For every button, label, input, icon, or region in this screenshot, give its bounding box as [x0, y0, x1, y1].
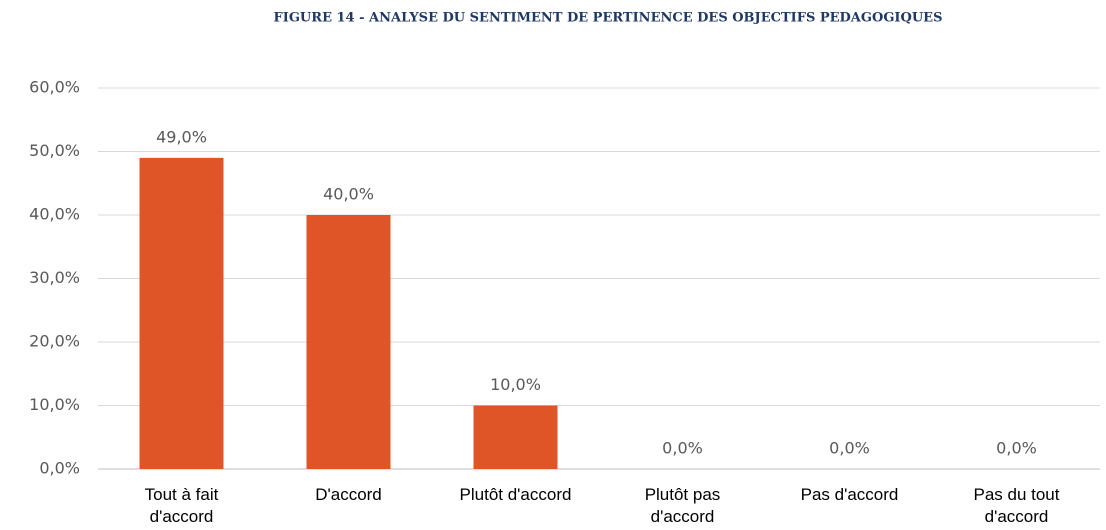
data-label: 40,0%: [323, 185, 374, 204]
bar: [306, 215, 391, 469]
y-tick-label: 50,0%: [29, 141, 80, 160]
y-tick-label: 40,0%: [29, 205, 80, 224]
x-tick-label: Pas du tout d'accord: [973, 485, 1060, 526]
data-label: 10,0%: [490, 375, 541, 394]
y-tick-label: 60,0%: [29, 78, 80, 97]
y-tick-label: 0,0%: [39, 459, 80, 478]
chart-title: FIGURE 14 - ANALYSE DU SENTIMENT DE PERT…: [274, 11, 943, 26]
x-tick-label: Tout à fait d'accord: [144, 485, 219, 526]
x-tick-label: Plutôt pas d'accord: [644, 485, 721, 526]
data-label: 0,0%: [996, 439, 1037, 458]
data-label: 0,0%: [829, 439, 870, 458]
bar: [139, 157, 224, 469]
y-tick-label: 30,0%: [29, 268, 80, 287]
y-tick-label: 10,0%: [29, 395, 80, 414]
bar: [473, 405, 558, 469]
y-tick-label: 20,0%: [29, 332, 80, 351]
data-label: 0,0%: [662, 439, 703, 458]
x-tick-label: D'accord: [315, 485, 382, 504]
data-label: 49,0%: [156, 127, 207, 146]
x-tick-label: Pas d'accord: [800, 485, 899, 504]
x-tick-label: Plutôt d'accord: [459, 485, 572, 504]
